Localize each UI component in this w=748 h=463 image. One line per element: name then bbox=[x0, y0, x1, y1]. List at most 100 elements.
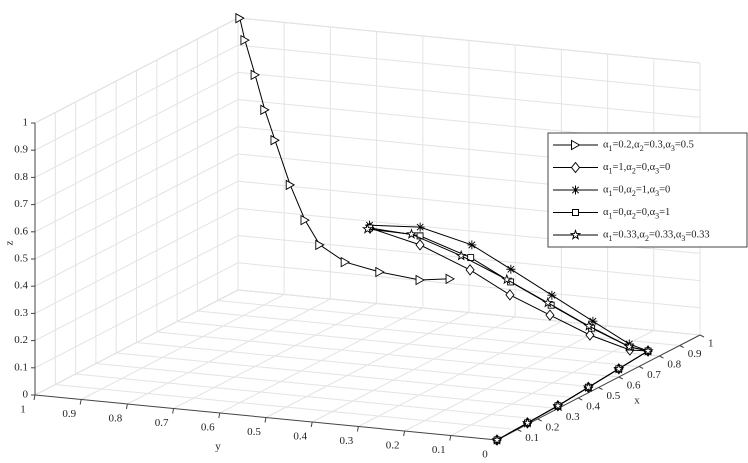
data-marker bbox=[642, 345, 654, 356]
grid-line bbox=[311, 316, 516, 423]
grid-line bbox=[34, 99, 239, 206]
data-marker bbox=[542, 296, 554, 308]
data-marker bbox=[613, 362, 625, 374]
data-marker bbox=[588, 316, 598, 326]
y-tick-label: 0.3 bbox=[340, 435, 354, 447]
series-line bbox=[369, 224, 650, 441]
legend-label: α1=1,α2=0,α3=0 bbox=[603, 162, 670, 176]
x-tick-label: 0.6 bbox=[627, 380, 641, 392]
z-tick-label: 0.5 bbox=[14, 253, 28, 265]
grid-line bbox=[173, 303, 377, 409]
x-tick-label: 0.4 bbox=[586, 401, 600, 413]
data-marker bbox=[583, 320, 595, 331]
data-marker bbox=[545, 309, 555, 321]
legend-marker bbox=[569, 228, 582, 240]
data-marker bbox=[260, 104, 270, 116]
series-line bbox=[367, 228, 650, 441]
grid-line bbox=[34, 153, 239, 260]
x-tick-label: 0.8 bbox=[667, 359, 681, 371]
data-marker bbox=[467, 240, 477, 250]
data-marker bbox=[415, 239, 425, 251]
grid-line bbox=[219, 307, 424, 414]
grid-line bbox=[34, 289, 239, 396]
tick-mark bbox=[79, 399, 82, 405]
data-marker bbox=[467, 254, 475, 262]
grid-line bbox=[404, 325, 608, 432]
z-tick-label: 0.8 bbox=[14, 171, 28, 183]
grid-line bbox=[237, 262, 701, 309]
y-tick-label: 0.2 bbox=[386, 440, 400, 452]
tick-mark bbox=[659, 355, 664, 359]
z-tick-label: 0.9 bbox=[14, 144, 28, 156]
data-marker bbox=[491, 434, 503, 445]
data-marker bbox=[375, 266, 385, 278]
y-tick-label: 0.5 bbox=[247, 426, 261, 438]
data-marker bbox=[270, 134, 280, 146]
y-tick-label: 0.1 bbox=[432, 444, 446, 456]
legend-marker bbox=[571, 139, 581, 151]
y-axis-label: y bbox=[215, 441, 221, 453]
z-tick-label: 0.4 bbox=[14, 280, 28, 292]
data-marker bbox=[405, 228, 418, 239]
x-tick-label: 0.2 bbox=[546, 422, 560, 434]
data-marker bbox=[552, 399, 564, 411]
grid-line bbox=[450, 330, 655, 436]
tick-mark bbox=[517, 429, 522, 432]
data-marker bbox=[285, 179, 296, 191]
y-tick-label: 0 bbox=[482, 449, 488, 461]
grid-line bbox=[358, 321, 562, 427]
x-tick-label: 0.7 bbox=[647, 369, 661, 381]
tick-mark bbox=[264, 417, 267, 423]
x-tick-label: 1 bbox=[708, 338, 714, 350]
series-line bbox=[369, 227, 650, 441]
grid-line bbox=[265, 312, 470, 418]
data-marker bbox=[547, 290, 557, 300]
grid-line bbox=[34, 207, 239, 314]
y-tick-label: 0.8 bbox=[109, 413, 123, 425]
z-axis-label: z bbox=[4, 240, 16, 245]
data-marker bbox=[585, 329, 595, 341]
series-line bbox=[239, 18, 451, 281]
tick-mark bbox=[638, 366, 644, 369]
x-tick-label: 0.3 bbox=[566, 411, 580, 423]
legend-marker bbox=[571, 185, 580, 195]
grid-line bbox=[34, 71, 239, 178]
data-marker bbox=[340, 256, 351, 268]
tick-mark bbox=[33, 394, 36, 401]
y-tick-label: 0.7 bbox=[155, 417, 169, 429]
grid-line bbox=[34, 180, 239, 287]
data-marker bbox=[415, 222, 425, 232]
grid-line bbox=[34, 17, 239, 124]
z-tick-label: 0.1 bbox=[14, 361, 28, 373]
z-tick-label: 0.2 bbox=[14, 334, 28, 346]
grid-line bbox=[127, 298, 331, 405]
y-tick-label: 0.9 bbox=[62, 408, 76, 420]
legend-label: α1=0,α2=0,α3=1 bbox=[603, 207, 670, 221]
grid-line bbox=[237, 71, 701, 118]
y-tick-label: 0.6 bbox=[201, 422, 215, 434]
z-tick-label: 0.3 bbox=[14, 307, 28, 319]
tick-mark bbox=[699, 334, 705, 338]
x-tick-label: 0.9 bbox=[688, 348, 702, 360]
tick-mark bbox=[218, 412, 221, 419]
tick-mark bbox=[618, 376, 624, 380]
tick-mark bbox=[172, 408, 175, 414]
series-line bbox=[369, 227, 650, 441]
data-marker bbox=[361, 223, 374, 234]
x-tick-label: 0.1 bbox=[525, 432, 539, 444]
data-marker bbox=[501, 273, 513, 285]
tick-mark bbox=[598, 387, 603, 390]
tick-mark bbox=[577, 397, 583, 401]
grid-line bbox=[80, 294, 285, 400]
legend: α1=0.2,α2=0.3,α3=0.5α1=1,α2=0,α3=0α1=0,α… bbox=[547, 132, 748, 248]
data-marker bbox=[300, 214, 310, 226]
tick-mark bbox=[403, 430, 406, 437]
legend-marker bbox=[572, 209, 579, 216]
legend-marker bbox=[570, 161, 581, 174]
data-marker bbox=[505, 289, 515, 301]
z-tick-label: 1 bbox=[23, 117, 29, 129]
z-tick-label: 0.6 bbox=[14, 225, 28, 237]
z-tick-label: 0 bbox=[23, 389, 29, 401]
data-marker bbox=[582, 381, 594, 393]
data-marker bbox=[506, 264, 516, 274]
